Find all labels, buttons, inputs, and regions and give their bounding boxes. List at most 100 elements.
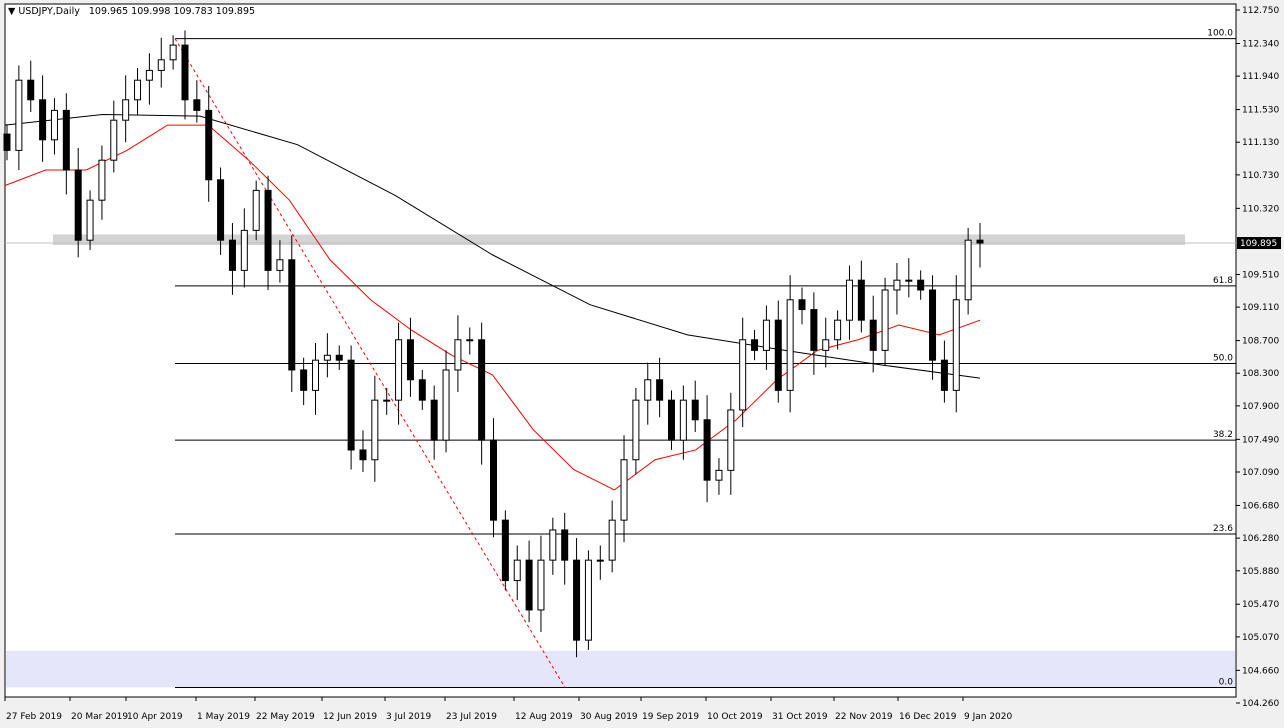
candle-body (691, 399, 699, 421)
candle-body (74, 169, 82, 241)
plot-area (4, 3, 1237, 698)
chart-header: ▼ USDJPY,Daily 109.965 109.998 109.783 1… (8, 6, 255, 17)
candle (300, 357, 308, 406)
candle (845, 265, 853, 340)
candle-body (549, 529, 557, 561)
y-tick-label: 107.490 (1242, 435, 1279, 445)
candle (50, 98, 58, 155)
candle (240, 208, 248, 288)
candle (727, 392, 735, 495)
y-tick-label: 104.660 (1242, 666, 1279, 676)
candle-body (50, 109, 58, 141)
candle (917, 270, 925, 300)
y-tick-label: 109.510 (1242, 270, 1279, 280)
candle-body (893, 279, 901, 291)
candle (549, 517, 557, 575)
candle (739, 317, 747, 428)
candle (323, 333, 331, 378)
candle (134, 67, 142, 115)
candle (715, 458, 723, 495)
x-tick-label: 9 Jan 2020 (964, 712, 1012, 722)
fib-label: 38.2 (1213, 430, 1233, 440)
candle (359, 430, 367, 472)
candle-body (359, 449, 367, 461)
candle-body (276, 259, 284, 271)
candle-body (715, 469, 723, 481)
candle (193, 80, 201, 123)
candle (86, 190, 94, 250)
candle (940, 340, 948, 403)
candle-body (3, 133, 11, 151)
candle (632, 387, 640, 475)
candle-body (845, 279, 853, 321)
candle (822, 317, 830, 368)
candle-body (169, 44, 177, 61)
candle-body (62, 109, 70, 171)
candle (169, 35, 177, 70)
x-tick-label: 22 May 2019 (256, 712, 315, 722)
fib-label: 23.6 (1213, 524, 1233, 534)
candle (454, 315, 462, 393)
candle (264, 175, 272, 290)
candle-body (822, 339, 830, 351)
y-tick-label: 111.130 (1242, 138, 1279, 148)
candle (786, 275, 794, 413)
x-tick-label: 12 Jun 2019 (323, 712, 377, 722)
candle-body (881, 289, 889, 351)
candle-body (442, 369, 450, 441)
candle (798, 287, 806, 325)
candle-body (857, 279, 865, 321)
candle-body (86, 199, 94, 241)
candle-body (430, 399, 438, 441)
x-tick-label: 1 May 2019 (197, 712, 250, 722)
x-tick-label: 19 Sep 2019 (642, 712, 699, 722)
x-tick-label: 12 Aug 2019 (515, 712, 573, 722)
candle-body (727, 409, 735, 471)
y-tick-label: 106.280 (1242, 534, 1279, 544)
candle-body (751, 339, 759, 351)
candle-body (762, 319, 770, 351)
x-tick-label: 3 Jul 2019 (386, 712, 431, 722)
fib-trendline (174, 38, 566, 688)
candle (596, 545, 604, 580)
x-tick-label: 27 Feb 2019 (6, 712, 62, 722)
candle-body (561, 529, 569, 561)
dropdown-triangle-icon[interactable]: ▼ (8, 6, 16, 17)
candle-body (869, 319, 877, 351)
candle (656, 357, 664, 418)
candle-body (810, 309, 818, 351)
y-tick-label: 111.940 (1242, 72, 1279, 82)
candle (584, 550, 592, 650)
candle (418, 369, 426, 410)
candle-body (122, 99, 130, 121)
symbol-label: USDJPY,Daily (18, 6, 80, 17)
x-tick-label: 31 Oct 2019 (772, 712, 828, 722)
candle (74, 147, 82, 258)
candle-body (335, 354, 343, 361)
y-tick-label: 104.260 (1242, 699, 1279, 709)
candle (905, 258, 913, 298)
candle (525, 540, 533, 623)
candle (929, 275, 937, 380)
candle (679, 385, 687, 460)
candle-body (513, 559, 521, 582)
candle-body (620, 459, 628, 521)
candle (406, 317, 414, 397)
y-tick-label: 112.340 (1242, 39, 1279, 49)
candle-body (679, 399, 687, 441)
candle (952, 275, 960, 413)
candle-body (252, 189, 260, 231)
candle (964, 227, 972, 315)
candle (869, 295, 877, 373)
x-tick-label: 10 Oct 2019 (707, 712, 763, 722)
candle (490, 418, 497, 538)
candle-body (27, 79, 35, 101)
candle-body (145, 69, 153, 81)
candle (762, 305, 770, 370)
y-tick-label: 105.880 (1242, 567, 1279, 577)
candle (312, 343, 320, 415)
candle-body (454, 339, 462, 371)
y-tick-label: 110.320 (1242, 204, 1279, 214)
candle-body (608, 519, 616, 561)
